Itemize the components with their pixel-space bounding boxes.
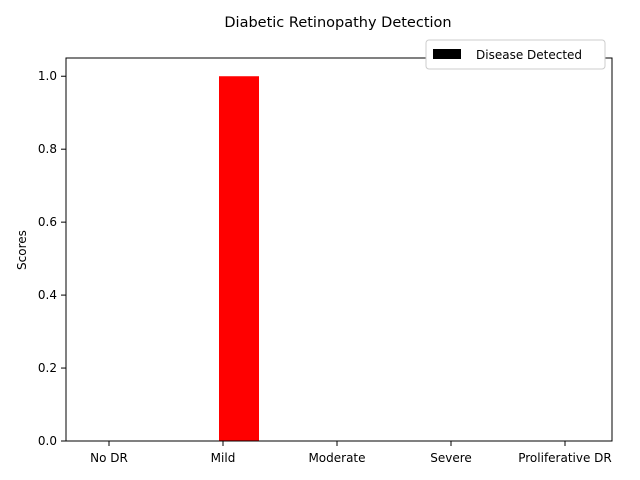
plot-frame [65,57,613,442]
bars-group [219,76,259,441]
chart-title: Diabetic Retinopathy Detection [224,15,451,31]
y-tick-label: 1.0 [38,69,57,83]
legend-box [425,39,606,70]
y-axis-label: Scores [15,230,29,270]
legend-swatch [433,49,461,59]
x-tick-label: Mild [211,451,236,465]
y-tick-label: 0.8 [38,142,57,156]
y-ticks-group: 0.0 0.2 0.4 0.6 0.8 1.0 [38,69,66,448]
x-tick-label: No DR [90,451,128,465]
bar-mild [219,76,259,441]
x-tick-label: Moderate [308,451,365,465]
y-tick-label: 0.0 [38,434,57,448]
y-tick-label: 0.2 [38,361,57,375]
legend: Disease Detected [425,39,606,70]
y-tick-label: 0.6 [38,215,57,229]
x-tick-label: Severe [430,451,472,465]
y-tick-label: 0.4 [38,288,57,302]
x-ticks-group: No DR Mild Moderate Severe Proliferative DR [90,441,612,465]
legend-label: Disease Detected [476,48,582,62]
x-tick-label: Proliferative DR [518,451,612,465]
